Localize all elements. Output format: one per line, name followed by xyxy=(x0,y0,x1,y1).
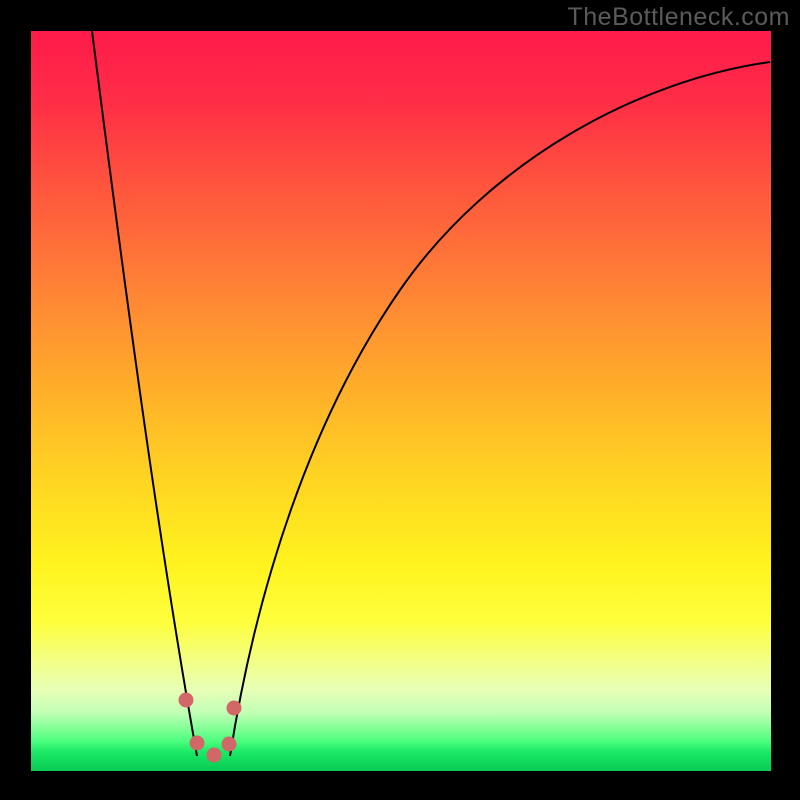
watermark-text: TheBottleneck.com xyxy=(568,3,791,32)
chart-svg xyxy=(0,0,800,800)
marker-point xyxy=(207,748,222,763)
marker-point xyxy=(179,693,194,708)
marker-point xyxy=(190,736,205,751)
chart-container xyxy=(0,0,800,800)
marker-point xyxy=(227,701,242,716)
marker-point xyxy=(222,737,237,752)
